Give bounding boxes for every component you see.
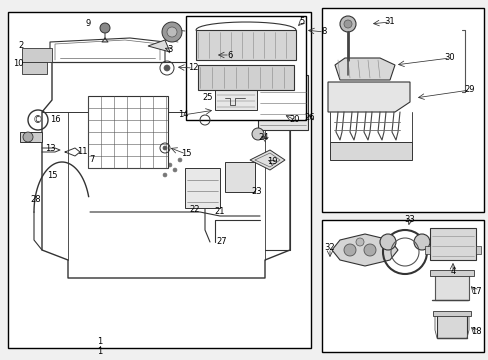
- Text: 11: 11: [77, 148, 87, 157]
- Bar: [185, 16, 305, 120]
- Bar: [22, 48, 52, 62]
- Circle shape: [163, 173, 167, 177]
- Text: 16: 16: [50, 116, 60, 125]
- Text: 27: 27: [216, 238, 227, 247]
- Text: 28: 28: [31, 195, 41, 204]
- Bar: [432, 311, 470, 316]
- Bar: [434, 272, 468, 300]
- Text: 30: 30: [444, 54, 454, 63]
- Circle shape: [413, 234, 429, 250]
- Bar: [20, 132, 42, 142]
- Text: 21: 21: [214, 207, 225, 216]
- Circle shape: [363, 244, 375, 256]
- Text: 4: 4: [449, 267, 455, 276]
- Circle shape: [355, 238, 363, 246]
- Text: 17: 17: [470, 288, 480, 297]
- Text: 20: 20: [289, 116, 300, 125]
- Text: 1: 1: [97, 338, 102, 346]
- Text: 7: 7: [89, 156, 95, 165]
- Text: 15: 15: [47, 171, 57, 180]
- Bar: [475, 246, 480, 254]
- Circle shape: [158, 158, 162, 162]
- Text: 22: 22: [189, 206, 200, 215]
- Bar: [215, 80, 257, 110]
- Text: 10: 10: [13, 59, 23, 68]
- Text: 13: 13: [44, 144, 55, 153]
- Circle shape: [23, 132, 33, 142]
- Text: 24: 24: [258, 134, 269, 143]
- Text: 19: 19: [266, 157, 277, 166]
- Polygon shape: [334, 58, 394, 80]
- Circle shape: [379, 234, 395, 250]
- Bar: [329, 142, 411, 160]
- Text: 31: 31: [384, 18, 394, 27]
- Bar: [321, 220, 483, 352]
- Circle shape: [163, 65, 170, 71]
- Circle shape: [343, 20, 351, 28]
- Text: 15: 15: [181, 149, 191, 158]
- Text: 23: 23: [251, 188, 262, 197]
- Text: 5: 5: [299, 18, 304, 27]
- Text: 32: 32: [324, 243, 335, 252]
- Text: 8: 8: [321, 27, 326, 36]
- Circle shape: [163, 146, 167, 150]
- Bar: [258, 75, 307, 130]
- Bar: [424, 246, 429, 254]
- Bar: [321, 8, 483, 212]
- Text: 12: 12: [187, 63, 198, 72]
- Polygon shape: [148, 40, 170, 52]
- Bar: [224, 162, 254, 192]
- Text: 25: 25: [203, 94, 213, 103]
- Circle shape: [162, 22, 182, 42]
- Bar: [429, 270, 473, 276]
- Circle shape: [178, 158, 182, 162]
- Circle shape: [339, 16, 355, 32]
- Circle shape: [167, 27, 177, 37]
- Bar: [198, 65, 293, 90]
- Bar: [196, 30, 295, 60]
- Polygon shape: [327, 82, 409, 112]
- Bar: [8, 12, 310, 348]
- Text: 3: 3: [167, 45, 172, 54]
- Bar: [429, 228, 475, 260]
- Text: 29: 29: [464, 85, 474, 94]
- Text: 18: 18: [470, 328, 480, 337]
- Text: 26: 26: [304, 113, 315, 122]
- Text: 2: 2: [19, 41, 23, 50]
- Circle shape: [343, 244, 355, 256]
- Text: 6: 6: [227, 50, 232, 59]
- Text: 14: 14: [177, 111, 188, 120]
- Circle shape: [168, 163, 172, 167]
- Polygon shape: [331, 234, 397, 266]
- Bar: [88, 96, 168, 168]
- Text: ©: ©: [33, 115, 43, 125]
- Circle shape: [100, 23, 110, 33]
- Text: 33: 33: [404, 216, 414, 225]
- Bar: [184, 168, 220, 208]
- Bar: [22, 62, 47, 74]
- Circle shape: [205, 53, 209, 57]
- Circle shape: [251, 128, 264, 140]
- Text: 9: 9: [85, 19, 90, 28]
- Bar: [436, 313, 466, 338]
- Text: 1: 1: [97, 347, 102, 356]
- Circle shape: [173, 168, 177, 172]
- Polygon shape: [249, 150, 285, 170]
